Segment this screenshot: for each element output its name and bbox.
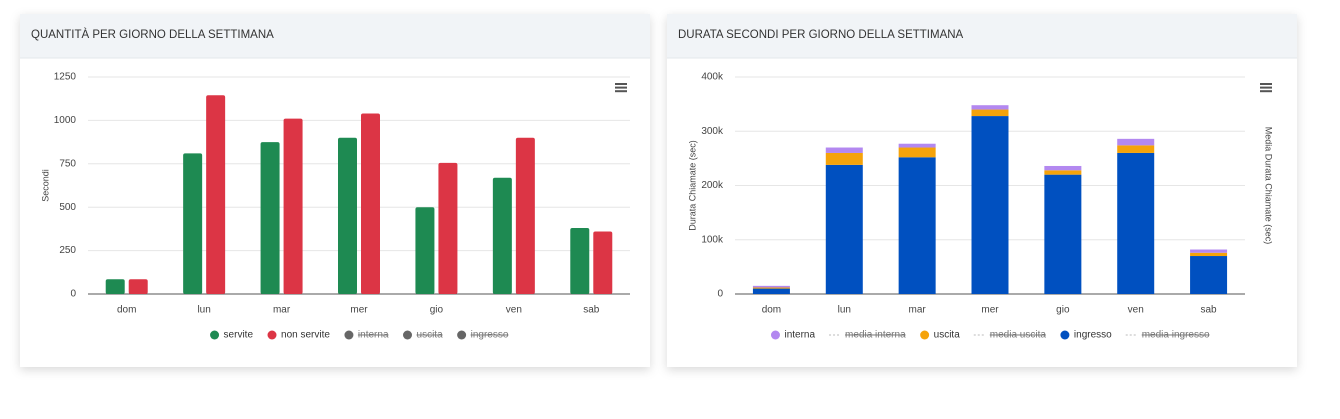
bar-segment: [1044, 174, 1082, 294]
bar-segment: [1117, 145, 1155, 153]
x-tick-label: lun: [197, 305, 210, 316]
bar-segment: [1044, 165, 1082, 171]
legend-label: ingresso: [1074, 330, 1112, 341]
y-tick-label: 400k: [701, 72, 724, 83]
legend-symbol: [403, 330, 413, 340]
bar-segment: [1190, 256, 1228, 294]
menu-icon: [1260, 90, 1272, 93]
y-axis-label: Secondi: [40, 169, 50, 202]
legend-label: uscita: [934, 330, 961, 341]
legend-symbol: [920, 330, 930, 340]
legend-label: media uscita: [990, 330, 1047, 341]
legend-label: media ingresso: [1142, 330, 1210, 341]
y2-axis-label: Media Durata Chiamate (sec): [1264, 127, 1274, 245]
x-tick-label: gio: [430, 305, 444, 316]
legend-symbol: [1060, 330, 1070, 340]
legend-label: servite: [224, 330, 254, 341]
chart-title: QUANTITÀ PER GIORNO DELLA SETTIMANA: [31, 28, 274, 41]
bar-segment: [898, 143, 936, 148]
y-tick-label: 500: [59, 202, 76, 213]
x-tick-label: dom: [762, 305, 781, 316]
bar-segment: [971, 116, 1009, 294]
bar: [361, 113, 380, 295]
bar-segment: [971, 105, 1009, 110]
legend: interna media interna uscita media uscita in…: [770, 330, 1210, 341]
y-tick-label: 100k: [701, 234, 724, 245]
bar: [183, 153, 203, 294]
card: [20, 14, 650, 367]
menu-icon: [615, 83, 627, 85]
chart-title: DURATA SECONDI PER GIORNO DELLA SETTIMAN…: [678, 29, 964, 41]
bar-segment: [898, 147, 936, 158]
y-axis-label: Durata Chiamate (sec): [687, 140, 697, 231]
x-tick-label: dom: [117, 305, 136, 316]
bar: [128, 279, 148, 294]
bar-segment: [825, 147, 863, 153]
menu-icon: [1260, 86, 1272, 89]
card-header: [20, 14, 650, 58]
x-tick-label: lun: [838, 305, 851, 316]
y-tick-label: 1250: [54, 72, 77, 83]
legend-label: ingresso: [471, 330, 509, 341]
legend-symbol: [210, 330, 220, 340]
y-tick-label: 300k: [701, 126, 724, 137]
bar-segment: [898, 157, 936, 294]
card-header: [667, 14, 1297, 58]
x-tick-label: sab: [583, 305, 600, 316]
legend: servite non servite interna uscita ingresso: [210, 330, 509, 341]
bar-segment: [971, 109, 1009, 117]
x-tick-label: mar: [273, 305, 291, 316]
bar-segment: [752, 288, 790, 294]
legend-label: interna: [784, 330, 815, 341]
y-tick-label: 250: [59, 245, 76, 256]
x-tick-label: mar: [909, 305, 927, 316]
menu-icon: [1260, 83, 1272, 85]
bar-segment: [1190, 249, 1228, 253]
legend-symbol: [344, 330, 354, 340]
bar: [593, 231, 613, 294]
menu-icon: [615, 90, 627, 93]
y-tick-label: 750: [59, 158, 76, 169]
x-tick-label: sab: [1201, 305, 1218, 316]
legend-label: media interna: [845, 330, 906, 341]
bar: [283, 118, 303, 294]
y-tick-label: 0: [70, 289, 76, 300]
bar-segment: [752, 285, 790, 288]
bar: [415, 207, 435, 294]
x-tick-label: ven: [506, 305, 522, 316]
bar: [338, 137, 357, 294]
legend-symbol: [770, 330, 780, 340]
chart-card: DURATA SECONDI PER GIORNO DELLA SETTIMAN…: [667, 14, 1297, 367]
bar-segment: [825, 164, 863, 294]
x-tick-label: mer: [981, 305, 999, 316]
bar: [570, 228, 590, 294]
bar: [105, 279, 125, 294]
bar-segment: [1190, 252, 1228, 257]
x-tick-label: mer: [350, 305, 368, 316]
menu-icon: [615, 86, 627, 89]
y-tick-label: 200k: [701, 180, 724, 191]
legend-label: interna: [358, 330, 389, 341]
bar: [206, 95, 226, 294]
legend-symbol: [267, 330, 277, 340]
legend-label: uscita: [417, 330, 444, 341]
bar-segment: [1044, 170, 1082, 175]
y-tick-label: 1000: [54, 115, 77, 126]
bar-segment: [1117, 138, 1155, 146]
legend-label: non servite: [281, 330, 330, 341]
x-tick-label: gio: [1056, 305, 1070, 316]
bar: [492, 177, 512, 294]
legend-symbol: [457, 330, 467, 340]
x-tick-label: ven: [1128, 305, 1144, 316]
bar: [515, 137, 535, 294]
bar: [438, 162, 458, 294]
bar-segment: [1117, 152, 1155, 294]
bar-segment: [825, 152, 863, 165]
bar: [260, 142, 280, 294]
bar-segment: [752, 287, 790, 289]
chart-card: QUANTITÀ PER GIORNO DELLA SETTIMANA 0 250 5…: [20, 14, 650, 367]
y-tick-label: 0: [717, 289, 723, 300]
